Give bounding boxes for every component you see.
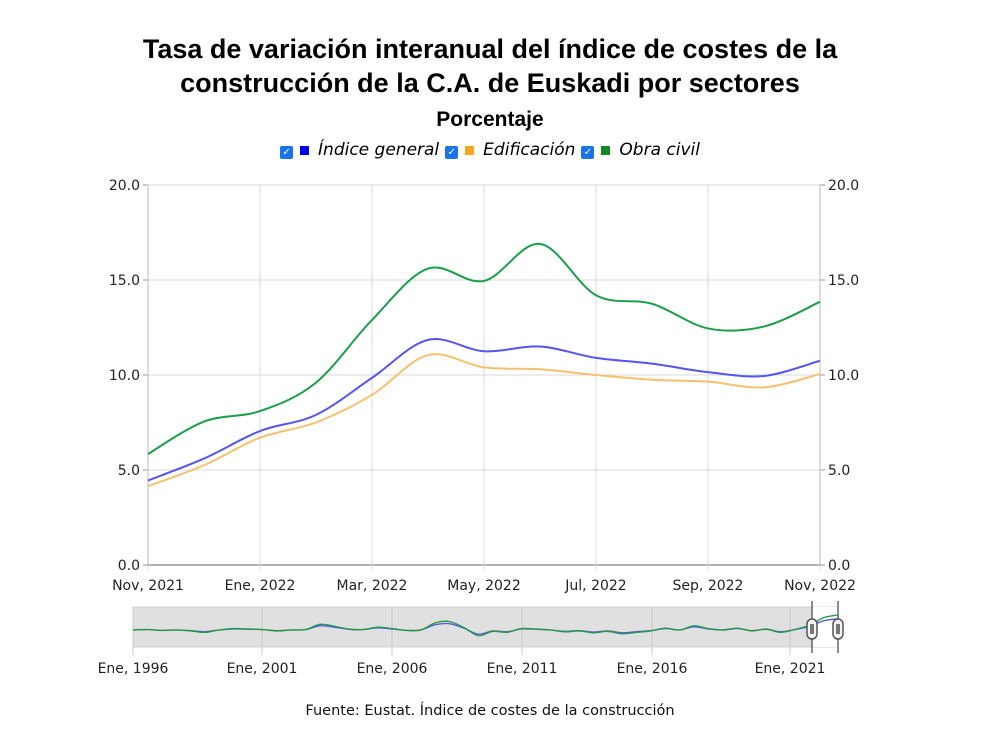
series-line-indice-general: [147, 338, 821, 482]
chart-title: Tasa de variación interanual del índice …: [0, 32, 980, 100]
series-line-edificacion: [147, 353, 821, 488]
source-note: Fuente: Eustat. Índice de costes de la c…: [305, 703, 675, 719]
x-tick-label: Mar, 2022: [337, 578, 408, 594]
y-tick-label-left: 15.0: [109, 273, 140, 289]
y-tick-label-right: 15.0: [828, 273, 859, 289]
line-chart: 0.0 0.0 5.0 5.0 10.0 10.0 15.0 15.0 20.0 20.0 Nov,…: [98, 178, 860, 677]
chart-title-line-2: construcción de la C.A. de Euskadi por s…: [180, 68, 800, 98]
legend-label: Obra civil: [619, 140, 700, 160]
series-lines: [147, 242, 821, 488]
y-tick-label-left: 0.0: [118, 558, 140, 574]
y-tick-label-right: 10.0: [828, 368, 859, 384]
navigator-tick-label: Ene, 2001: [227, 661, 298, 677]
legend-swatch: [300, 145, 310, 155]
checkbox-checked-icon[interactable]: ✓: [280, 145, 294, 159]
legend: ✓ Índice general ✓ Edificación ✓ Obra ci…: [0, 140, 980, 160]
checkbox-checked-icon[interactable]: ✓: [581, 145, 595, 159]
navigator-background: [132, 606, 839, 648]
legend-swatch: [465, 145, 475, 155]
legend-label: Edificación: [483, 140, 576, 160]
y-tick-label-left: 20.0: [109, 178, 140, 194]
x-tick-label: Ene, 2022: [225, 578, 296, 594]
legend-item-edificacion[interactable]: ✓ Edificación: [445, 140, 575, 160]
x-tick-label: May, 2022: [447, 578, 520, 594]
navigator-tick-label: Ene, 2006: [357, 661, 428, 677]
grid: [147, 184, 821, 571]
y-tick-label-right: 0.0: [828, 558, 850, 574]
navigator-tick-label: Ene, 2011: [487, 661, 558, 677]
x-tick-label: Sep, 2022: [673, 578, 744, 594]
legend-label: Índice general: [318, 140, 440, 160]
checkbox-checked-icon[interactable]: ✓: [445, 145, 459, 159]
chart-title-line-1: Tasa de variación interanual del índice …: [142, 34, 838, 64]
chart-subtitle: Porcentaje: [436, 108, 544, 131]
series-line-obra-civil: [147, 242, 821, 455]
navigator[interactable]: Ene, 1996 Ene, 2001 Ene, 2006 Ene, 2011 Ene,…: [98, 601, 844, 677]
y-tick-label-right: 20.0: [828, 178, 859, 194]
grip-icon: [810, 624, 814, 634]
navigator-tick-label: Ene, 2021: [755, 661, 826, 677]
grip-icon: [836, 624, 840, 634]
y-tick-label-right: 5.0: [828, 463, 850, 479]
x-tick-label: Nov, 2022: [784, 578, 856, 594]
legend-swatch: [601, 145, 611, 155]
navigator-tick-label: Ene, 1996: [98, 661, 169, 677]
legend-item-indice-general[interactable]: ✓ Índice general: [280, 140, 439, 160]
y-tick-label-left: 10.0: [109, 368, 140, 384]
axes: 0.0 0.0 5.0 5.0 10.0 10.0 15.0 15.0 20.0 20.0 Nov,…: [109, 178, 859, 594]
navigator-tick-label: Ene, 2016: [617, 661, 688, 677]
legend-item-obra-civil[interactable]: ✓ Obra civil: [581, 140, 700, 160]
navigator-line: [132, 614, 839, 637]
x-tick-label: Jul, 2022: [564, 578, 626, 594]
y-tick-label-left: 5.0: [118, 463, 140, 479]
x-tick-label: Nov, 2021: [112, 578, 184, 594]
